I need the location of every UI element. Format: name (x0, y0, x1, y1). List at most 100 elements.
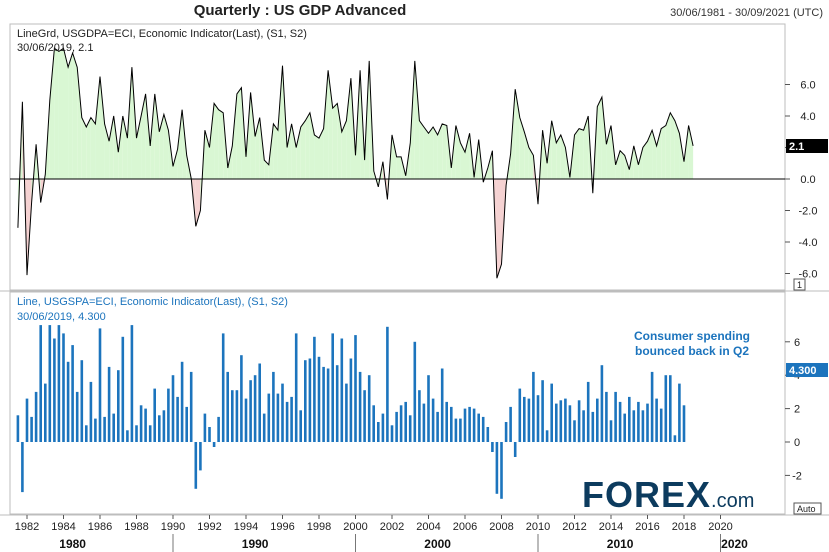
top-corner-box[interactable] (793, 278, 806, 291)
gdp-fill-segment (597, 97, 602, 179)
spending-bar (390, 425, 394, 442)
spending-bar (71, 345, 74, 442)
spending-bar (659, 408, 663, 442)
spending-bar (299, 410, 302, 442)
spending-bar (349, 358, 353, 442)
spending-bar (518, 388, 522, 442)
gdp-fill-segment (519, 117, 525, 179)
spending-bar (117, 370, 120, 442)
spending-bar (262, 413, 266, 442)
gdp-area-fill (17, 48, 694, 279)
bottom-panel-frame (9, 291, 786, 515)
spending-bar (422, 403, 426, 442)
spending-bar (153, 388, 156, 442)
x-tick-label: 1996 (270, 521, 294, 533)
spending-bar (158, 415, 161, 442)
spending-bar (586, 381, 590, 442)
gdp-fill-segment (81, 117, 87, 179)
gdp-fill-segment (620, 150, 625, 179)
gdp-fill-segment (277, 65, 283, 179)
gdp-fill-segment (118, 116, 123, 179)
spending-bar (536, 395, 540, 442)
spending-bar (290, 396, 293, 442)
gdp-fill-segment (328, 70, 333, 179)
spending-bar (80, 360, 84, 442)
spending-bar (646, 403, 649, 442)
spending-bars (16, 325, 686, 499)
bottom-y-tick-label: 2 (794, 404, 800, 416)
gdp-fill-segment (460, 142, 465, 179)
bottom-corner-box[interactable] (793, 502, 822, 515)
spending-bar (135, 425, 138, 442)
spending-bar (431, 398, 435, 442)
spending-bar (527, 398, 531, 442)
gdp-fill-segment (109, 116, 114, 179)
spending-bar (404, 401, 407, 442)
gdp-fill-segment (127, 67, 132, 179)
spending-bar (408, 415, 412, 442)
spending-bar (121, 336, 125, 442)
x-tick-label: 1998 (307, 521, 331, 533)
top-y-tick-label: -6.0 (799, 269, 818, 281)
x-tick-label: 2008 (489, 521, 513, 533)
spending-bar (673, 435, 677, 442)
spending-bar (450, 406, 453, 442)
gdp-fill-segment (633, 145, 639, 179)
spending-bar (618, 401, 622, 442)
spending-bar (103, 416, 106, 442)
gdp-series-line (17, 47, 694, 279)
spending-bar (664, 375, 668, 442)
spending-bar (226, 371, 229, 442)
gdp-fill-segment (642, 141, 648, 179)
gdp-fill-segment (392, 134, 397, 179)
gdp-fill-segment (556, 134, 561, 179)
spending-bar (354, 335, 357, 442)
top-value-tag: 2.1 (789, 141, 804, 153)
spending-bar (678, 383, 681, 442)
spending-bar (377, 422, 380, 442)
gdp-fill-segment (551, 120, 557, 179)
spending-bar (162, 410, 166, 442)
gdp-fill-segment (323, 70, 329, 179)
gdp-fill-segment (314, 134, 319, 179)
spending-bar (244, 398, 248, 442)
gdp-fill-segment (86, 117, 91, 179)
spending-bar (436, 411, 439, 442)
spending-bar (623, 413, 626, 442)
gdp-fill-segment (423, 127, 429, 179)
x-tick-label: 2014 (599, 521, 623, 533)
spending-bar (650, 371, 654, 442)
spending-bar (235, 390, 239, 442)
forex-logo: FOREX.com (582, 474, 782, 515)
gdp-fill-segment (54, 48, 59, 180)
gdp-fill-segment (574, 128, 580, 179)
spending-bar (249, 380, 252, 442)
x-tick-label: 2016 (635, 521, 659, 533)
spending-bar (16, 415, 20, 442)
spending-bar (240, 355, 243, 442)
top-legend: LineGrd, USGDPA=ECI, Economic Indicator(… (17, 28, 307, 40)
gdp-fill-segment (465, 133, 470, 179)
decade-label: 1990 (242, 537, 269, 551)
gdp-fill-segment (122, 116, 128, 179)
gdp-fill-segment (296, 127, 301, 179)
spending-bar (559, 400, 563, 443)
gdp-fill-segment (141, 93, 146, 179)
spending-bar (605, 391, 608, 442)
spending-bar (39, 325, 42, 442)
bottom-corner-tag: Auto (797, 504, 816, 514)
gdp-fill-segment (606, 125, 611, 179)
gdp-fill-segment (150, 93, 155, 179)
gdp-fill-segment (341, 120, 347, 179)
spending-bar (545, 430, 549, 442)
top-y-tick-label: -2.0 (799, 206, 818, 218)
spending-bar (126, 430, 129, 442)
gdp-fill-segment (647, 130, 653, 179)
gdp-fill-segment (90, 117, 96, 179)
spending-bar (655, 398, 658, 442)
spending-bar (363, 390, 366, 442)
spending-bar (62, 333, 65, 442)
spending-bar (285, 401, 289, 442)
gdp-fill-segment (182, 109, 187, 179)
spending-bar (217, 416, 220, 442)
